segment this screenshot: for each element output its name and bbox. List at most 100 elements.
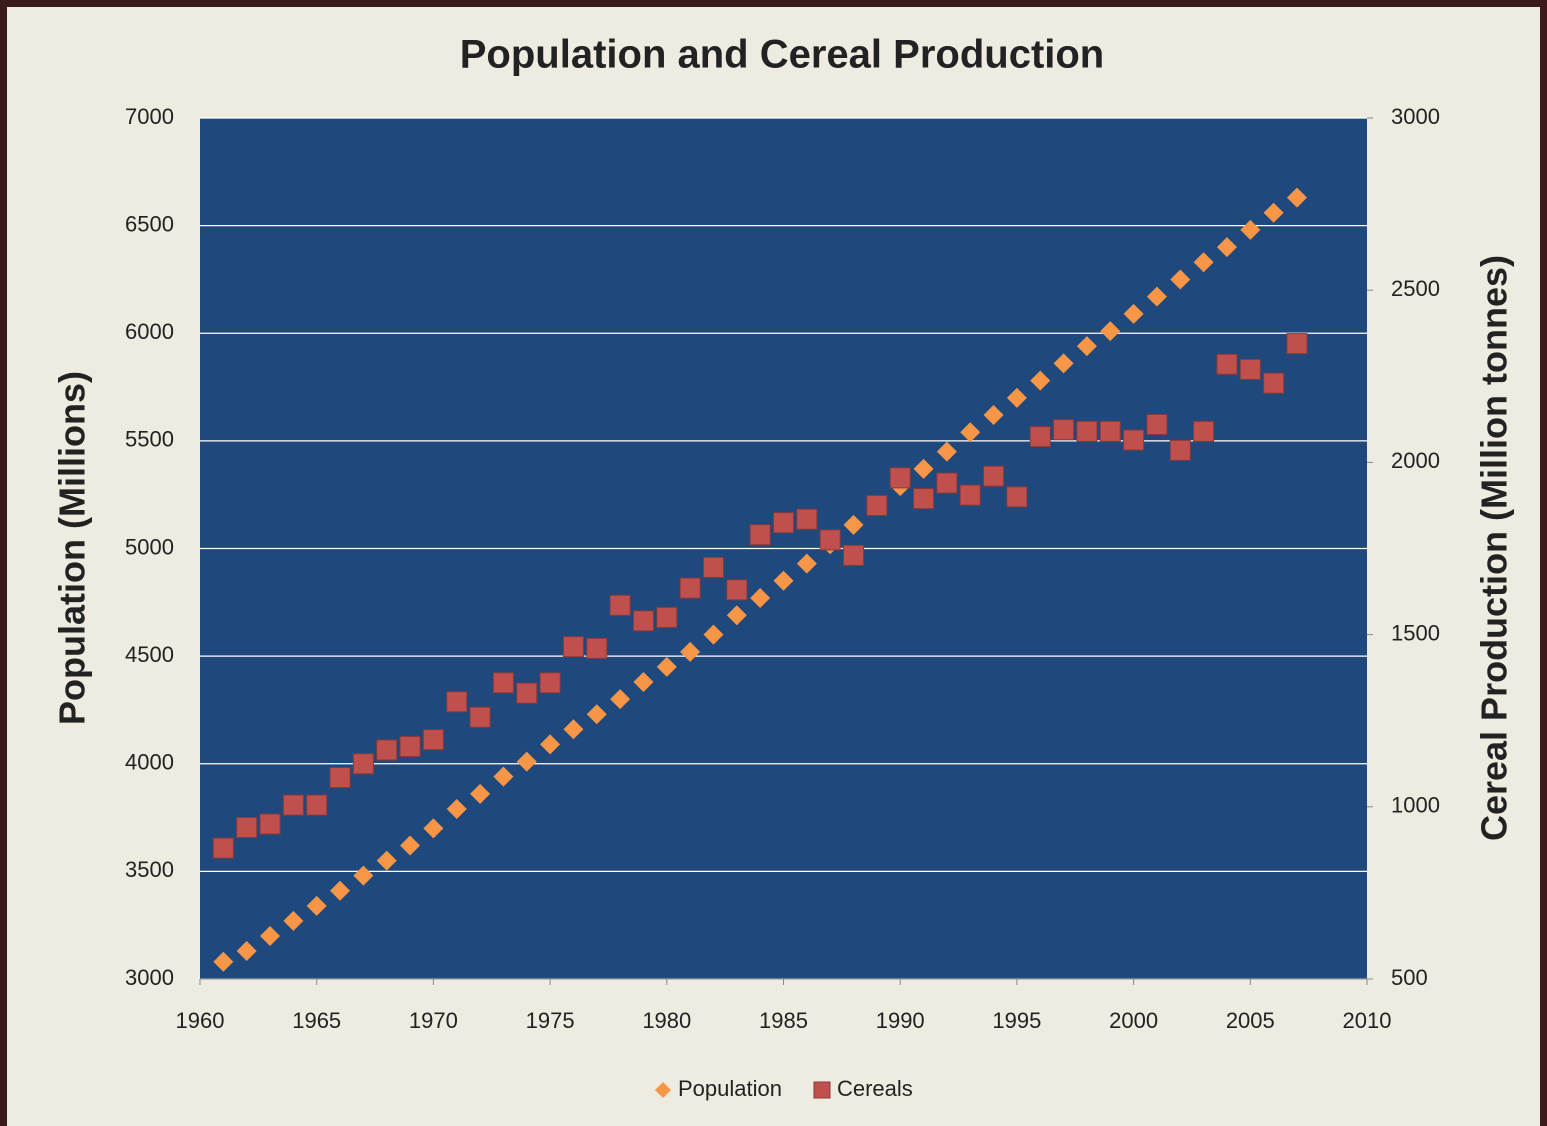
legend-label: Population: [678, 1076, 782, 1101]
point: [1263, 372, 1285, 394]
point: [353, 865, 374, 886]
point: [609, 594, 631, 616]
point: [306, 794, 328, 816]
point: [1006, 486, 1028, 508]
point: [1100, 321, 1121, 342]
point: [1263, 202, 1284, 223]
y2-tick-label: 3000: [1391, 104, 1440, 129]
point: [936, 472, 958, 494]
y-tick-label: 4000: [125, 750, 174, 775]
point: [330, 880, 351, 901]
point: [750, 588, 771, 609]
point: [422, 729, 444, 751]
point: [1099, 420, 1121, 442]
x-tick-label: 2010: [1343, 1008, 1392, 1033]
point: [562, 636, 584, 658]
point: [773, 512, 794, 534]
point: [796, 553, 817, 574]
point: [400, 835, 421, 856]
point: [376, 850, 397, 871]
point: [796, 508, 818, 530]
x-tick-label: 1990: [876, 1008, 925, 1033]
x-tick-label: 1965: [292, 1008, 341, 1033]
point: [586, 637, 608, 659]
point: [866, 494, 888, 516]
point: [936, 441, 957, 462]
point: [913, 488, 935, 510]
legend-marker: [655, 1082, 671, 1098]
point: [1030, 370, 1051, 391]
point: [282, 794, 304, 816]
legend-marker: [813, 1081, 831, 1099]
x-tick-label: 2005: [1226, 1008, 1275, 1033]
y-tick-label: 4500: [125, 642, 174, 667]
point: [1053, 353, 1074, 374]
point: [726, 579, 748, 601]
point: [819, 529, 841, 551]
point: [610, 689, 631, 710]
point: [470, 783, 491, 804]
point: [749, 524, 771, 546]
point: [703, 624, 724, 645]
point: [260, 925, 281, 946]
point: [983, 465, 1005, 487]
point: [960, 422, 981, 443]
point: [983, 405, 1004, 426]
point: [563, 719, 584, 740]
x-tick-label: 1960: [176, 1008, 225, 1033]
y2-tick-label: 500: [1391, 965, 1428, 990]
y2-tick-label: 2500: [1391, 276, 1440, 301]
point: [913, 458, 934, 479]
y2-axis-title: Cereal Production (Million tonnes): [1474, 255, 1515, 841]
point: [236, 816, 258, 838]
point: [959, 484, 981, 506]
point: [1123, 303, 1144, 324]
x-tick-label: 1975: [526, 1008, 575, 1033]
point: [889, 467, 911, 489]
point: [540, 734, 561, 755]
x-tick-label: 1970: [409, 1008, 458, 1033]
y-tick-label: 3500: [125, 857, 174, 882]
legend-label: Cereals: [837, 1076, 913, 1101]
y-tick-label: 6500: [125, 211, 174, 236]
point: [656, 606, 678, 628]
point: [213, 951, 234, 972]
chart-title: Population and Cereal Production: [460, 33, 1105, 77]
point: [329, 767, 351, 789]
point: [446, 798, 467, 819]
point: [680, 641, 701, 662]
point: [469, 706, 491, 728]
point: [1169, 439, 1191, 461]
point: [1286, 333, 1308, 355]
point: [1146, 414, 1168, 436]
point: [1029, 426, 1051, 448]
point: [702, 556, 724, 578]
point: [1076, 336, 1097, 357]
point: [1146, 286, 1167, 307]
point: [586, 704, 607, 725]
point: [1123, 429, 1145, 451]
point: [1239, 358, 1261, 380]
y-tick-label: 5500: [125, 427, 174, 452]
y2-tick-label: 1500: [1391, 620, 1440, 645]
point: [1240, 219, 1261, 240]
point: [446, 691, 468, 713]
x-tick-label: 1980: [642, 1008, 691, 1033]
point: [1286, 187, 1307, 208]
point: [843, 514, 864, 535]
point: [212, 837, 234, 859]
point: [1216, 237, 1237, 258]
point: [516, 682, 538, 704]
point: [236, 941, 257, 962]
point: [1193, 252, 1214, 273]
point: [726, 605, 747, 626]
point: [516, 751, 537, 772]
y-tick-label: 6000: [125, 319, 174, 344]
point: [773, 570, 794, 591]
point: [423, 818, 444, 839]
y-tick-label: 5000: [125, 534, 174, 559]
point: [539, 672, 561, 694]
point: [1006, 387, 1027, 408]
